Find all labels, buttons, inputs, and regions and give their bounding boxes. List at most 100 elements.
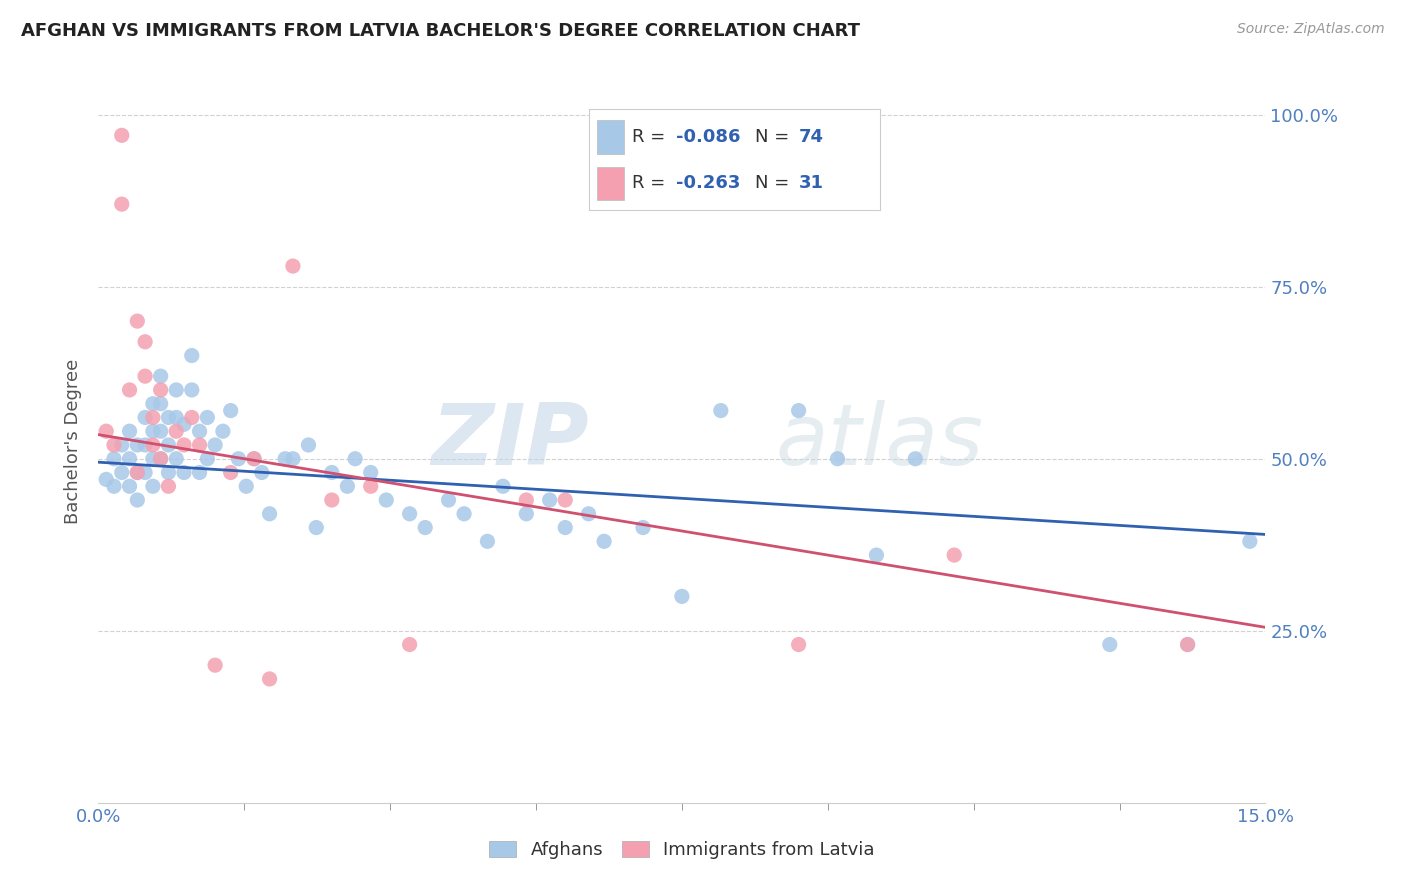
Point: [188, 438, 211, 452]
Point: [195, 410, 218, 425]
Point: [281, 259, 304, 273]
Point: [111, 197, 134, 211]
Point: [235, 479, 257, 493]
Point: [118, 383, 141, 397]
Point: [375, 493, 398, 508]
Point: [165, 451, 187, 466]
Point: [710, 403, 733, 417]
Point: [127, 314, 149, 328]
Point: [111, 438, 134, 452]
Point: [787, 638, 810, 652]
Point: [134, 466, 156, 480]
Point: [787, 403, 810, 417]
Point: [1098, 638, 1121, 652]
Point: [344, 451, 367, 466]
Point: [180, 383, 202, 397]
Point: [165, 383, 187, 397]
Point: [593, 534, 616, 549]
Text: Source: ZipAtlas.com: Source: ZipAtlas.com: [1237, 22, 1385, 37]
Point: [180, 410, 202, 425]
Point: [142, 451, 165, 466]
Point: [157, 410, 180, 425]
Point: [492, 479, 515, 493]
Point: [157, 466, 180, 480]
Point: [149, 383, 172, 397]
Point: [228, 451, 250, 466]
Point: [188, 466, 211, 480]
Point: [259, 507, 281, 521]
Point: [631, 520, 654, 534]
Point: [111, 128, 134, 143]
Point: [219, 403, 242, 417]
Point: [149, 451, 172, 466]
Point: [398, 507, 420, 521]
Point: [134, 410, 156, 425]
Point: [219, 466, 242, 480]
Point: [671, 590, 693, 604]
Point: [578, 507, 600, 521]
Point: [305, 520, 328, 534]
Point: [943, 548, 966, 562]
Point: [274, 451, 297, 466]
Point: [96, 424, 118, 438]
Point: [321, 493, 343, 508]
Point: [437, 493, 460, 508]
Text: atlas: atlas: [775, 400, 983, 483]
Point: [127, 438, 149, 452]
Point: [243, 451, 266, 466]
Point: [259, 672, 281, 686]
Point: [103, 438, 125, 452]
Point: [173, 438, 195, 452]
Point: [554, 520, 576, 534]
Point: [1177, 638, 1199, 652]
Point: [142, 438, 165, 452]
Point: [360, 466, 382, 480]
Point: [1239, 534, 1261, 549]
Point: [157, 479, 180, 493]
Point: [336, 479, 359, 493]
Point: [142, 479, 165, 493]
Point: [118, 479, 141, 493]
Point: [554, 493, 576, 508]
Point: [1177, 638, 1199, 652]
Point: [515, 493, 537, 508]
Point: [142, 410, 165, 425]
Point: [165, 410, 187, 425]
Point: [281, 451, 304, 466]
Point: [204, 438, 226, 452]
Point: [212, 424, 235, 438]
Point: [142, 397, 165, 411]
Point: [180, 349, 202, 363]
Point: [111, 466, 134, 480]
Point: [250, 466, 273, 480]
Point: [165, 424, 187, 438]
Y-axis label: Bachelor's Degree: Bachelor's Degree: [63, 359, 82, 524]
Point: [321, 466, 343, 480]
Point: [297, 438, 319, 452]
Point: [173, 417, 195, 432]
Point: [195, 451, 218, 466]
Point: [515, 507, 537, 521]
Point: [243, 451, 266, 466]
Point: [188, 424, 211, 438]
Point: [360, 479, 382, 493]
Point: [103, 451, 125, 466]
Point: [134, 334, 156, 349]
Point: [134, 369, 156, 384]
Point: [127, 493, 149, 508]
Text: AFGHAN VS IMMIGRANTS FROM LATVIA BACHELOR'S DEGREE CORRELATION CHART: AFGHAN VS IMMIGRANTS FROM LATVIA BACHELO…: [21, 22, 860, 40]
Point: [904, 451, 927, 466]
Point: [103, 479, 125, 493]
Point: [149, 424, 172, 438]
Point: [413, 520, 436, 534]
Point: [157, 438, 180, 452]
Point: [96, 472, 118, 486]
Point: [134, 438, 156, 452]
Point: [204, 658, 226, 673]
Point: [118, 451, 141, 466]
Legend: Afghans, Immigrants from Latvia: Afghans, Immigrants from Latvia: [482, 833, 882, 866]
Point: [173, 466, 195, 480]
Point: [477, 534, 499, 549]
Point: [827, 451, 849, 466]
Point: [127, 466, 149, 480]
